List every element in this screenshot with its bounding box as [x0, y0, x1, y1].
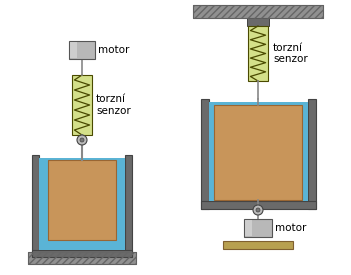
Bar: [223, 241, 293, 249]
Bar: [125, 155, 132, 257]
Bar: [72, 75, 92, 135]
Text: motor: motor: [275, 223, 306, 233]
Bar: [193, 5, 323, 18]
Bar: [247, 18, 269, 26]
Bar: [69, 41, 95, 59]
Bar: [70, 42, 77, 58]
Bar: [200, 99, 208, 209]
Bar: [245, 220, 252, 236]
Circle shape: [77, 135, 87, 145]
Bar: [32, 250, 132, 257]
Bar: [28, 252, 136, 264]
Text: motor: motor: [98, 45, 130, 55]
Circle shape: [253, 205, 263, 215]
Circle shape: [80, 138, 84, 142]
Bar: [193, 5, 323, 18]
Circle shape: [256, 208, 260, 212]
Bar: [244, 219, 272, 237]
Bar: [32, 155, 39, 257]
Bar: [248, 26, 268, 81]
Text: torzní
senzor: torzní senzor: [273, 43, 308, 64]
Bar: [28, 252, 136, 264]
Bar: [307, 99, 316, 209]
Bar: [208, 102, 307, 201]
Bar: [214, 105, 302, 200]
Bar: [48, 160, 116, 240]
Text: torzní
senzor: torzní senzor: [96, 94, 131, 116]
Bar: [200, 201, 316, 209]
Bar: [39, 158, 125, 250]
